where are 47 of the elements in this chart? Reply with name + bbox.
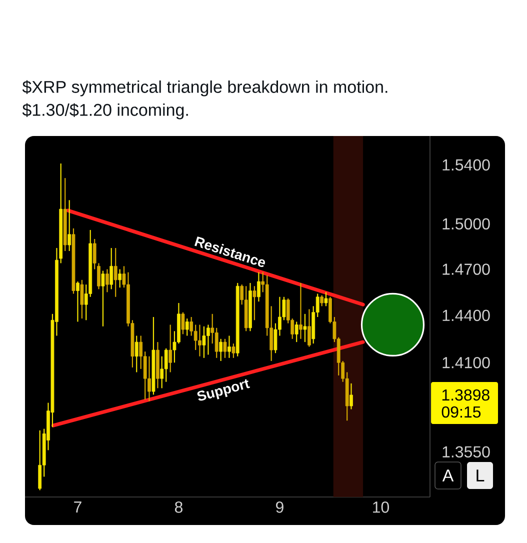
- candlestick: [350, 382, 353, 410]
- y-tick-label: 1.3550: [442, 446, 490, 458]
- candlestick: [202, 326, 206, 358]
- candlestick: [320, 294, 324, 307]
- x-tick-label: 10: [373, 502, 389, 513]
- y-tick-label: 1.4400: [442, 310, 490, 322]
- candlestick: [38, 430, 42, 491]
- candlestick: [252, 286, 256, 321]
- y-tick-label: 1.5400: [442, 159, 490, 171]
- text: L: [476, 470, 484, 482]
- text: A: [442, 470, 454, 482]
- y-tick-label: 1.4100: [442, 356, 490, 368]
- candlestick: [324, 292, 328, 307]
- x-tick-label: 7: [74, 502, 82, 513]
- candlestick: [134, 335, 138, 373]
- candlestick: [299, 282, 302, 340]
- candlestick: [257, 272, 260, 302]
- candlestick: [223, 338, 227, 358]
- candlestick: [198, 324, 202, 357]
- candlestick: [303, 313, 307, 343]
- x-tick-label: 9: [276, 502, 284, 513]
- candlestick: [228, 335, 231, 358]
- candlestick: [110, 247, 114, 290]
- candlestick: [168, 324, 172, 373]
- y-tick-label: 1.4700: [442, 264, 490, 275]
- candlestick: [181, 312, 185, 335]
- candlestick: [101, 270, 105, 327]
- candlestick: [106, 268, 109, 293]
- candlestick: [219, 338, 223, 362]
- chart-title: $XRP symmetrical triangle breakdown in motion. $1.30/$1.20 incoming.: [22, 80, 388, 120]
- x-tick-label: 8: [174, 502, 182, 513]
- y-tick-label: 1.5000: [442, 218, 490, 230]
- candlestick: [232, 343, 236, 358]
- text: 09:15: [442, 406, 481, 418]
- candlestick: [114, 247, 118, 298]
- candlestick: [294, 321, 298, 343]
- candlestick: [80, 279, 84, 320]
- text: 1.3898: [442, 389, 490, 401]
- candlestick: [185, 318, 189, 336]
- text: Support: [197, 379, 250, 401]
- candlestick: [148, 356, 151, 402]
- candlestick: [308, 308, 311, 348]
- candlestick: [164, 348, 168, 382]
- candlestick: [68, 200, 72, 252]
- candlestick: [214, 327, 218, 358]
- candlestick: [76, 280, 80, 322]
- candlestick: [118, 268, 122, 288]
